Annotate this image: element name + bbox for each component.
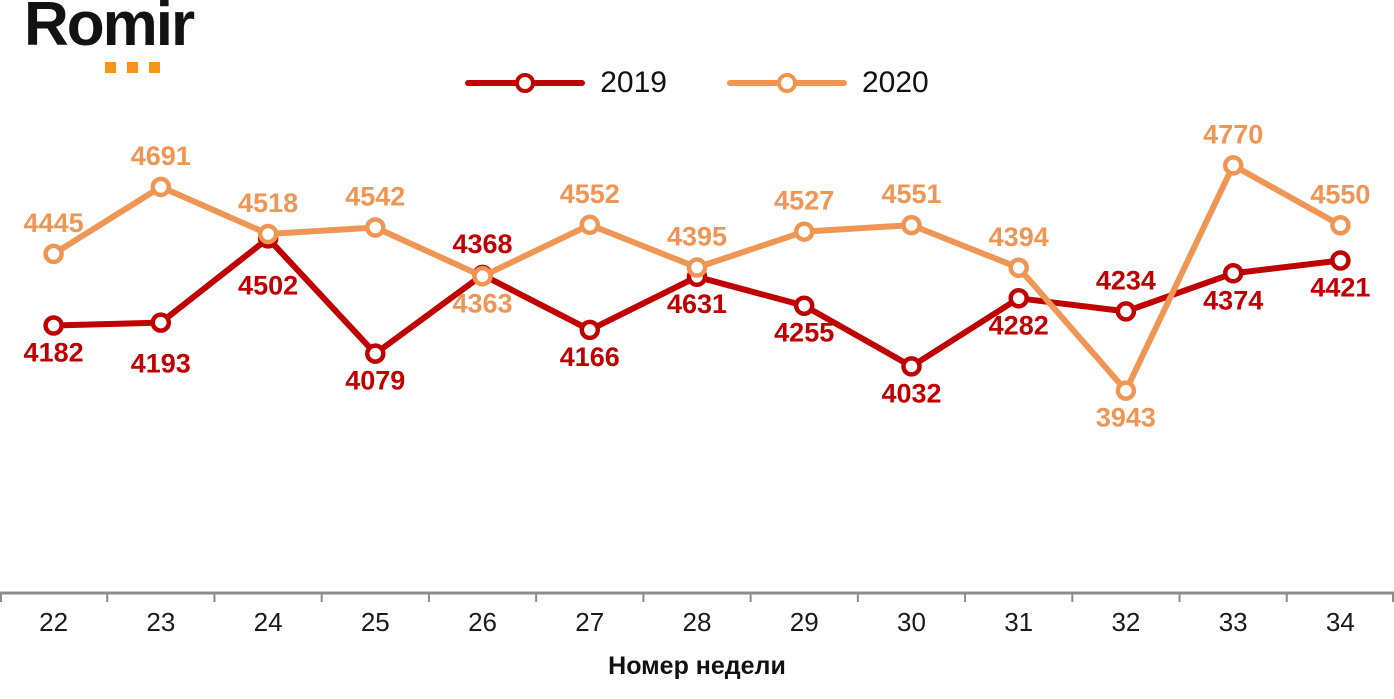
data-label-2019: 4631 — [667, 289, 727, 319]
data-label-2020: 4518 — [238, 188, 298, 218]
data-label-2019: 4374 — [1203, 285, 1263, 315]
data-point-marker-2020 — [1222, 155, 1244, 176]
data-point-marker-2019 — [1115, 301, 1137, 322]
data-label-2019: 4182 — [24, 338, 84, 368]
data-label-2020: 4527 — [774, 186, 834, 216]
data-point-marker-2019 — [1008, 288, 1029, 309]
data-point-marker-2020 — [901, 214, 922, 236]
data-point-marker-2020 — [150, 176, 172, 198]
data-point-marker-2019 — [901, 356, 922, 377]
x-tick-label: 24 — [254, 607, 283, 637]
data-label-2019: 4166 — [560, 342, 620, 372]
x-tick-label: 22 — [39, 607, 68, 637]
data-point-marker-2020 — [793, 221, 815, 242]
data-point-marker-2020 — [686, 257, 708, 278]
data-label-2019: 4421 — [1310, 273, 1370, 303]
x-tick-label: 23 — [146, 607, 175, 637]
data-point-marker-2019 — [579, 319, 601, 341]
data-label-2019: 4282 — [989, 310, 1049, 340]
data-label-2019: 4234 — [1096, 265, 1156, 295]
data-label-2020: 4550 — [1310, 179, 1370, 209]
legend-line-marker-icon — [727, 73, 847, 93]
romir-logo: Romir — [24, 0, 195, 73]
x-tick-label: 27 — [575, 607, 604, 637]
x-tick-label: 31 — [1004, 607, 1033, 637]
logo-dot — [105, 62, 116, 73]
data-label-2020: 4551 — [881, 179, 941, 209]
data-label-2020: 3943 — [1096, 403, 1156, 433]
legend-label-2019: 2019 — [600, 66, 667, 99]
data-label-2020: 4394 — [989, 222, 1049, 252]
legend-label-2020: 2020 — [862, 66, 929, 99]
x-tick-label: 29 — [790, 607, 819, 637]
data-point-marker-2020 — [472, 266, 493, 287]
data-point-marker-2020 — [1330, 215, 1351, 236]
logo-dots-icon — [105, 62, 160, 73]
data-point-marker-2020 — [257, 223, 279, 245]
data-label-2020: 4445 — [24, 208, 84, 238]
data-point-marker-2020 — [1115, 380, 1137, 401]
romir-logo-text: Romir — [24, 0, 195, 59]
data-label-2020: 4552 — [560, 179, 620, 209]
data-label-2019: 4193 — [131, 349, 191, 379]
data-label-2020: 4395 — [667, 222, 727, 252]
data-point-marker-2020 — [43, 243, 64, 265]
data-point-marker-2019 — [365, 343, 386, 364]
data-label-2019: 4079 — [345, 366, 405, 396]
x-tick-label: 34 — [1326, 607, 1355, 637]
data-point-marker-2019 — [1222, 263, 1244, 284]
legend-ring-icon — [515, 73, 536, 93]
x-tick-label: 33 — [1219, 607, 1248, 637]
x-tick-label: 26 — [468, 607, 497, 637]
legend-ring-icon — [777, 73, 797, 93]
legend-item-2020: 2020 — [727, 66, 929, 100]
data-point-marker-2019 — [1330, 250, 1351, 271]
data-label-2019: 4368 — [452, 229, 512, 259]
logo-dot — [149, 62, 160, 73]
x-tick-label: 30 — [897, 607, 926, 637]
data-label-2020: 4691 — [131, 141, 191, 171]
data-point-marker-2019 — [43, 315, 64, 336]
data-point-marker-2019 — [793, 295, 815, 316]
x-tick-label: 25 — [361, 607, 390, 637]
data-point-marker-2020 — [579, 214, 601, 236]
data-point-marker-2020 — [365, 217, 386, 238]
data-point-marker-2020 — [1008, 257, 1029, 279]
data-label-2019: 4032 — [881, 378, 941, 408]
data-point-marker-2019 — [150, 312, 172, 333]
x-axis-title: Номер недели — [608, 652, 786, 680]
data-label-2020: 4363 — [452, 288, 512, 318]
data-label-2019: 4502 — [238, 270, 298, 300]
legend-line-marker-icon — [465, 73, 586, 93]
chart-legend: 2019 2020 — [0, 66, 1394, 100]
data-label-2019: 4255 — [774, 318, 834, 348]
data-label-2020: 4770 — [1203, 119, 1263, 149]
logo-dot — [127, 62, 138, 73]
legend-item-2019: 2019 — [465, 66, 667, 100]
x-tick-label: 32 — [1111, 607, 1140, 637]
data-label-2020: 4542 — [345, 182, 405, 212]
x-tick-label: 28 — [683, 607, 712, 637]
